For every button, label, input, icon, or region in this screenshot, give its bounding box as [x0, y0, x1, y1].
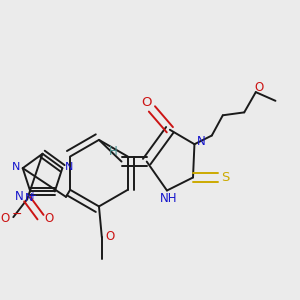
Text: −: −	[12, 208, 22, 221]
Text: O: O	[105, 230, 115, 243]
Text: H: H	[109, 145, 117, 158]
Text: N: N	[15, 190, 23, 203]
Text: O: O	[142, 96, 152, 109]
Text: N: N	[12, 162, 21, 172]
Text: N: N	[64, 162, 73, 172]
Text: N: N	[196, 135, 205, 148]
Text: NH: NH	[160, 192, 177, 205]
Text: O: O	[254, 81, 263, 94]
Text: O: O	[44, 212, 53, 225]
Text: O: O	[1, 212, 10, 225]
Text: S: S	[221, 171, 229, 184]
Text: N: N	[25, 194, 33, 203]
Text: +: +	[28, 191, 36, 201]
